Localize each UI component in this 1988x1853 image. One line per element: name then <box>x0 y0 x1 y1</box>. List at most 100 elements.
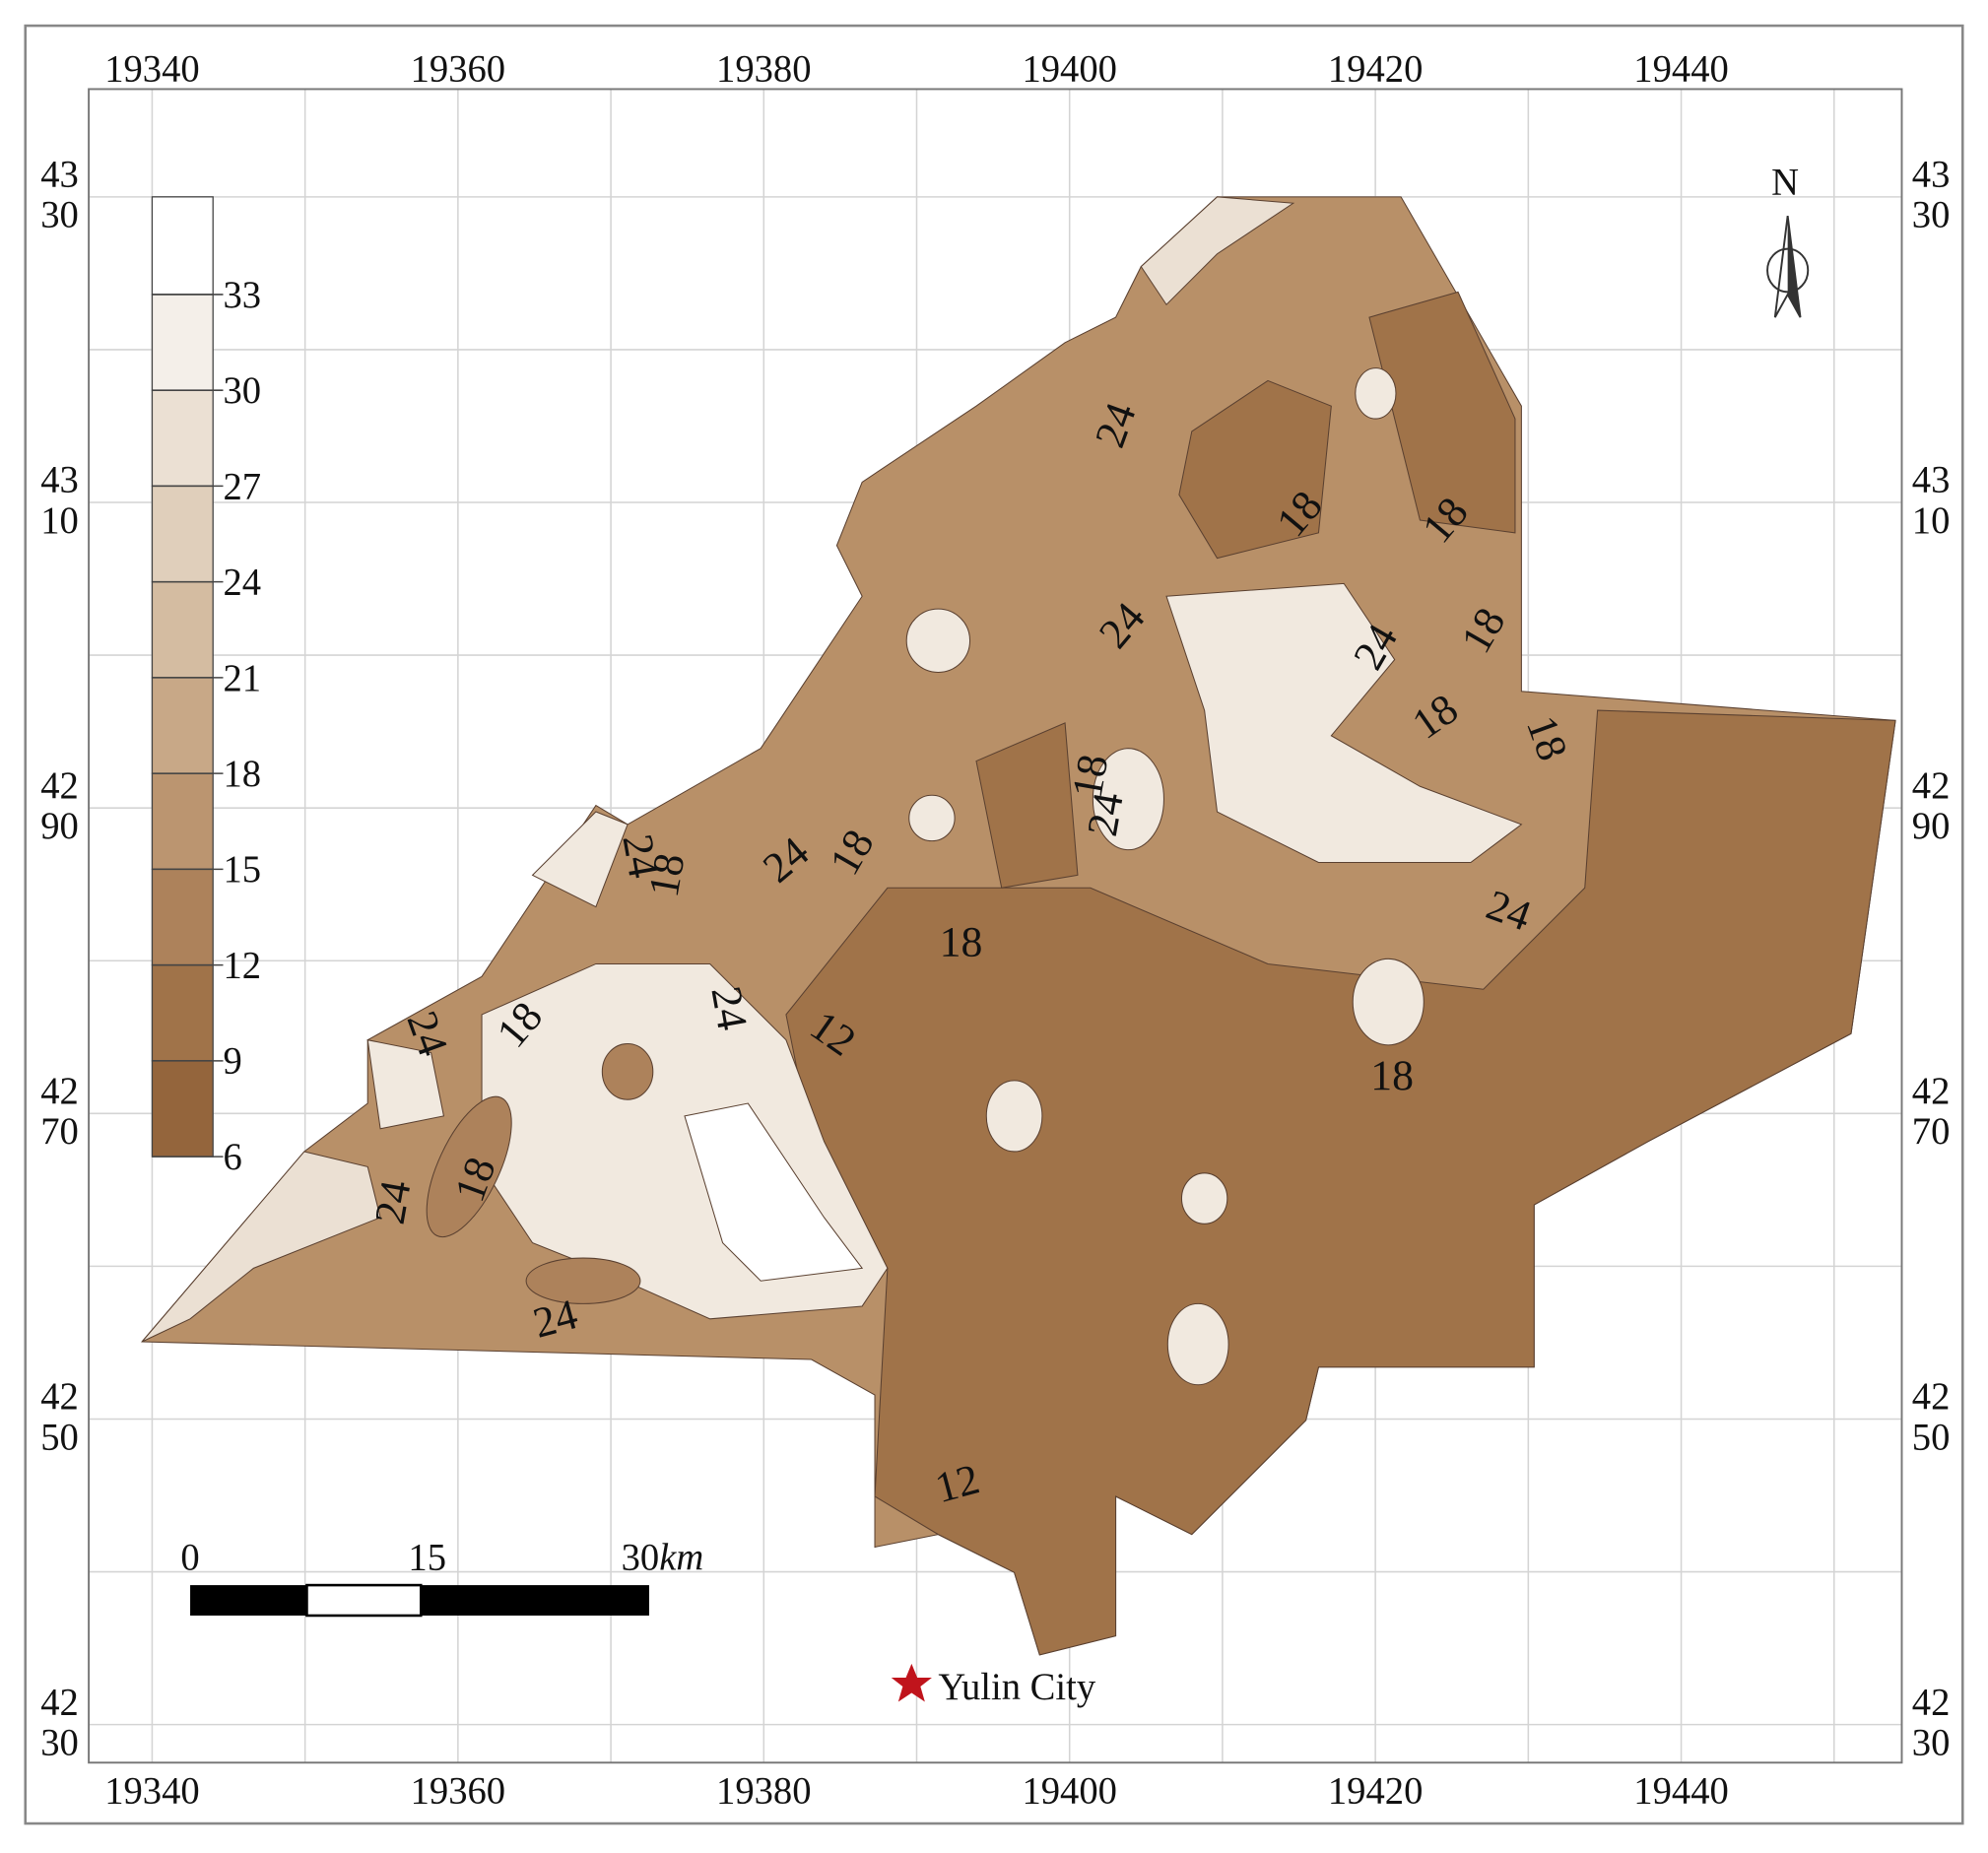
legend-label: 12 <box>224 945 262 986</box>
left-axis-label: 10 <box>40 500 79 542</box>
north-label: N <box>1771 162 1799 203</box>
bottom-axis-label: 19400 <box>1022 1770 1116 1812</box>
contour-label: 18 <box>940 919 983 966</box>
light-spot <box>1092 748 1164 851</box>
light-spot <box>908 794 956 842</box>
legend-swatch <box>151 868 214 966</box>
left-axis-label: 90 <box>40 806 79 847</box>
light-spot <box>1355 367 1397 420</box>
legend-label: 18 <box>224 754 262 795</box>
dark-spot <box>426 1095 512 1238</box>
legend-swatch <box>151 389 214 488</box>
right-axis-label: 30 <box>1912 195 1951 236</box>
right-axis-label: 43 <box>1912 460 1951 501</box>
legend-swatch <box>151 294 214 391</box>
legend-label: 24 <box>224 563 262 604</box>
legend-swatch <box>151 196 214 296</box>
left-axis-label: 50 <box>40 1417 79 1458</box>
legend-label: 15 <box>224 849 262 891</box>
right-axis-label: 43 <box>1912 155 1951 196</box>
light-spot <box>905 608 971 673</box>
north-arrow-ring <box>1766 247 1810 294</box>
top-axis-label: 19420 <box>1328 49 1423 91</box>
legend-label: 27 <box>224 466 262 507</box>
right-axis-label: 42 <box>1912 1376 1951 1418</box>
north-arrow: N <box>1766 162 1810 318</box>
scale-label: 0 <box>180 1538 199 1579</box>
region <box>141 196 1896 1656</box>
right-axis-label: 42 <box>1912 1682 1951 1723</box>
light-zone <box>1165 582 1523 864</box>
left-axis-label: 42 <box>40 1682 79 1723</box>
top-axis-label: 19340 <box>104 49 199 91</box>
inner-frame <box>88 88 1903 1764</box>
bottom-axis-label: 19360 <box>411 1770 505 1812</box>
legend-swatch <box>151 963 214 1062</box>
bottom-axis-label: 19380 <box>716 1770 811 1812</box>
light-zone <box>531 811 629 908</box>
light-zone <box>684 1102 864 1282</box>
top-axis-label: 19400 <box>1022 49 1116 91</box>
legend-label: 33 <box>224 275 262 316</box>
contour-label: 18 <box>1064 751 1118 801</box>
dark-zone <box>975 722 1079 889</box>
light-spot <box>1180 1172 1228 1224</box>
left-axis-label: 70 <box>40 1111 79 1153</box>
left-axis-label: 43 <box>40 155 79 196</box>
legend-swatch <box>151 1060 214 1158</box>
contour-label: 18 <box>640 850 695 900</box>
light-zone <box>366 1039 445 1130</box>
bottom-axis-label: 19440 <box>1633 1770 1728 1812</box>
scale-segment <box>305 1583 423 1618</box>
light-zone <box>1140 196 1295 306</box>
contour-label: 24 <box>701 983 756 1034</box>
right-axis-label: 70 <box>1912 1111 1951 1153</box>
scale-label: 30km <box>622 1538 704 1579</box>
right-axis-label: 50 <box>1912 1417 1951 1458</box>
left-axis-label: 42 <box>40 1071 79 1112</box>
contour-label: 24 <box>1079 789 1133 840</box>
city-marker: Yulin City <box>891 1663 1096 1708</box>
right-axis-label: 10 <box>1912 500 1951 542</box>
legend-swatch <box>151 485 214 583</box>
legend-swatch <box>151 677 214 774</box>
bottom-axis-label: 19420 <box>1328 1770 1423 1812</box>
light-spot <box>985 1080 1043 1153</box>
scale-label: 15 <box>408 1538 446 1579</box>
left-axis-label: 43 <box>40 460 79 501</box>
city-label: Yulin City <box>938 1667 1095 1708</box>
legend-label: 21 <box>224 658 262 699</box>
light-zone <box>141 1151 381 1343</box>
dark-zone <box>785 709 1896 1656</box>
legend-bar: 33 30 27 24 21 18 15 12 9 6 <box>151 196 262 1178</box>
top-axis-label: 19440 <box>1633 49 1728 91</box>
top-axis-label: 19380 <box>716 49 811 91</box>
light-spot <box>1352 958 1425 1046</box>
light-spot <box>1166 1302 1229 1386</box>
dark-spot <box>601 1043 654 1100</box>
right-axis-label: 90 <box>1912 806 1951 847</box>
dark-spot <box>525 1257 641 1304</box>
scale-unit: km <box>659 1538 703 1579</box>
right-axis-label: 42 <box>1912 765 1951 807</box>
left-axis-label: 42 <box>40 765 79 807</box>
bottom-axis-label: 19340 <box>104 1770 199 1812</box>
legend-swatch <box>151 581 214 679</box>
scale-segment <box>421 1585 649 1616</box>
legend-label: 30 <box>224 370 262 412</box>
top-axis-label: 19360 <box>411 49 505 91</box>
legend-label: 9 <box>224 1041 242 1083</box>
contour-label: 24 <box>613 830 667 882</box>
scale-segment <box>190 1585 307 1616</box>
dark-zone <box>1368 291 1516 534</box>
left-axis-label: 42 <box>40 1376 79 1418</box>
left-axis-label: 30 <box>40 195 79 236</box>
scale-bar: 0 15 30km <box>180 1538 704 1618</box>
legend-label: 6 <box>224 1137 242 1178</box>
right-axis-label: 42 <box>1912 1071 1951 1112</box>
legend-swatch <box>151 772 214 871</box>
right-axis-label: 30 <box>1912 1723 1951 1764</box>
scale-value: 30 <box>622 1538 660 1579</box>
